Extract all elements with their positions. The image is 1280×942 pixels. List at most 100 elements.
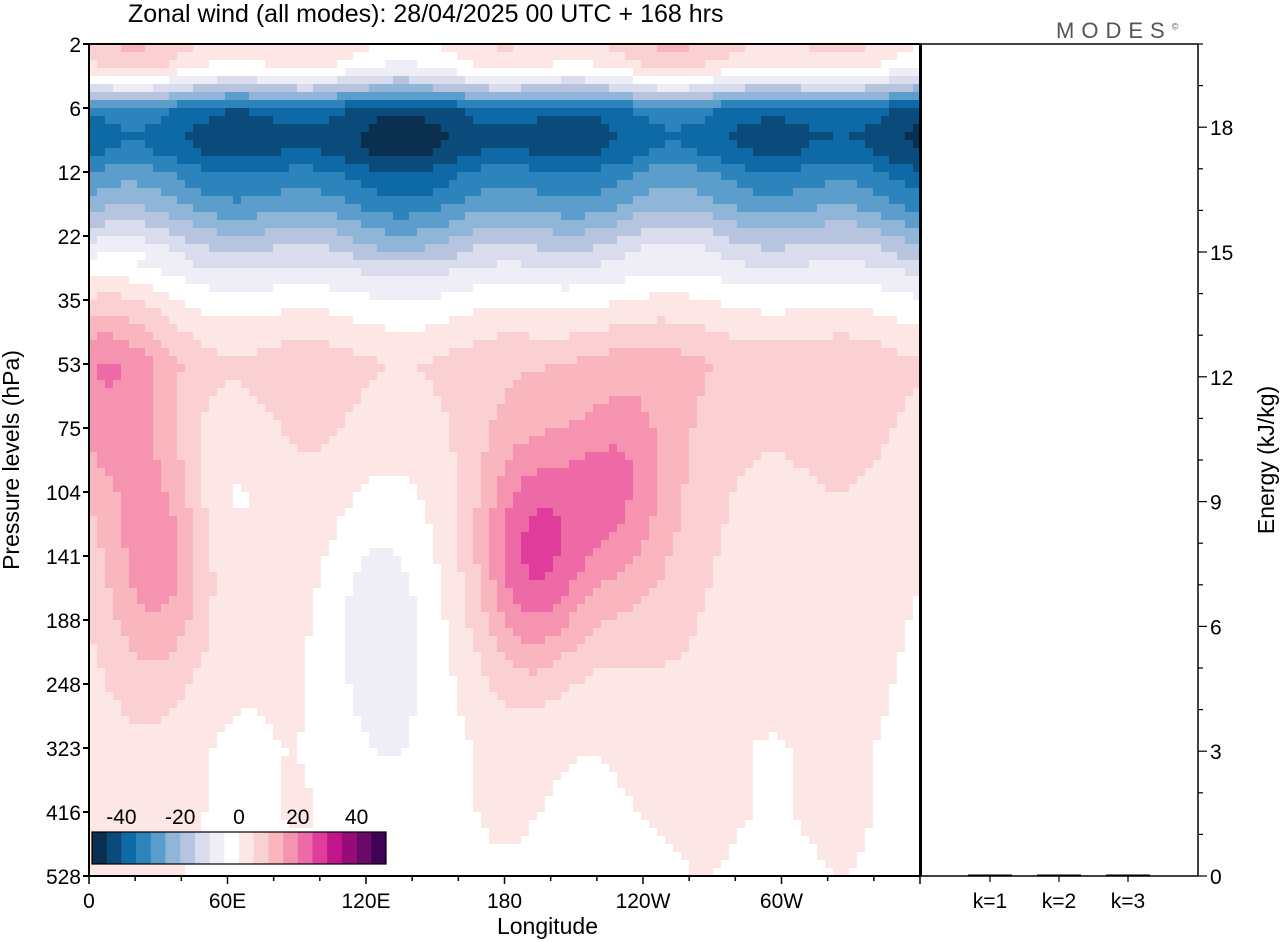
heatmap-cell — [673, 132, 682, 141]
heatmap-cell — [401, 220, 410, 229]
heatmap-cell — [529, 148, 538, 157]
heatmap-cell — [745, 172, 754, 181]
heatmap-cell — [665, 316, 674, 325]
heatmap-cell — [385, 396, 394, 405]
heatmap-cell — [129, 172, 138, 181]
heatmap-cell — [385, 172, 394, 181]
heatmap-cell — [185, 84, 194, 93]
heatmap-cell — [681, 372, 690, 381]
heatmap-cell — [193, 244, 202, 253]
heatmap-cell — [281, 84, 290, 93]
heatmap-cell — [625, 260, 634, 269]
heatmap-cell — [121, 212, 130, 221]
heatmap-cell — [833, 156, 842, 165]
heatmap-cell — [505, 252, 514, 261]
heatmap-cell — [145, 196, 154, 205]
heatmap-cell — [641, 196, 650, 205]
heatmap-cell — [825, 172, 834, 181]
heatmap-cell — [689, 196, 698, 205]
heatmap-cell — [401, 388, 410, 397]
heatmap-cell — [777, 260, 786, 269]
heatmap-cell — [865, 164, 874, 173]
heatmap-cell — [913, 364, 921, 373]
heatmap-cell — [241, 372, 250, 381]
heatmap-cell — [745, 396, 754, 405]
heatmap-cell — [377, 308, 386, 317]
heatmap-cell — [265, 172, 274, 181]
heatmap-cell — [89, 148, 98, 157]
heatmap-cell — [425, 268, 434, 277]
heatmap-cell — [505, 60, 514, 69]
heatmap-cell — [633, 196, 642, 205]
heatmap-cell — [913, 68, 921, 77]
heatmap-cell — [857, 228, 866, 237]
heatmap-cell — [345, 276, 354, 285]
heatmap-cell — [833, 228, 842, 237]
heatmap-cell — [161, 260, 170, 269]
heatmap-cell — [385, 380, 394, 389]
heatmap-cell — [793, 188, 802, 197]
heatmap-cell — [841, 284, 850, 293]
heatmap-cell — [585, 372, 594, 381]
heatmap-cell — [305, 140, 314, 149]
heatmap-cell — [489, 180, 498, 189]
heatmap-cell — [89, 308, 98, 317]
heatmap-cell — [385, 268, 394, 277]
heatmap-cell — [905, 396, 914, 405]
heatmap-cell — [153, 260, 162, 269]
heatmap-cell — [201, 348, 210, 357]
heatmap-cell — [697, 364, 706, 373]
heatmap-cell — [513, 284, 522, 293]
heatmap-cell — [905, 380, 914, 389]
heatmap-cell — [737, 260, 746, 269]
heatmap-cell — [193, 60, 202, 69]
heatmap-cell — [321, 340, 330, 349]
heatmap-cell — [593, 196, 602, 205]
heatmap-cell — [369, 348, 378, 357]
heatmap-cell — [185, 316, 194, 325]
heatmap-cell — [377, 324, 386, 333]
heatmap-cell — [833, 356, 842, 365]
heatmap-cell — [537, 116, 546, 125]
heatmap-cell — [209, 132, 218, 141]
heatmap-cell — [697, 156, 706, 165]
heatmap-cell — [585, 156, 594, 165]
heatmap-cell — [321, 52, 330, 61]
heatmap-cell — [121, 196, 130, 205]
heatmap-cell — [649, 44, 658, 53]
heatmap-cell — [457, 148, 466, 157]
heatmap-cell — [513, 156, 522, 165]
heatmap-cell — [657, 372, 666, 381]
heatmap-cell — [625, 84, 634, 93]
heatmap-cell — [577, 212, 586, 221]
heatmap-cell — [681, 364, 690, 373]
heatmap-cell — [225, 84, 234, 93]
heatmap-cell — [361, 180, 370, 189]
heatmap-cell — [281, 44, 290, 53]
heatmap-cell — [113, 172, 122, 181]
heatmap-cell — [425, 100, 434, 109]
heatmap-cell — [713, 92, 722, 101]
heatmap-cell — [305, 156, 314, 165]
heatmap-cell — [489, 116, 498, 125]
heatmap-cell — [801, 308, 810, 317]
heatmap-cell — [785, 388, 794, 397]
heatmap-cell — [281, 364, 290, 373]
heatmap-cell — [865, 284, 874, 293]
heatmap-cell — [625, 116, 634, 125]
heatmap-cell — [553, 108, 562, 117]
heatmap-cell — [401, 68, 410, 77]
heatmap-cell — [321, 388, 330, 397]
heatmap-cell — [369, 292, 378, 301]
heatmap-cell — [529, 348, 538, 357]
heatmap-cell — [737, 404, 746, 413]
heatmap-cell — [641, 220, 650, 229]
heatmap-cell — [809, 172, 818, 181]
heatmap-cell — [137, 260, 146, 269]
heatmap-cell — [673, 180, 682, 189]
heatmap-cell — [569, 356, 578, 365]
heatmap-cell — [785, 228, 794, 237]
heatmap-cell — [601, 284, 610, 293]
heatmap-cell — [849, 172, 858, 181]
heatmap-cell — [169, 276, 178, 285]
